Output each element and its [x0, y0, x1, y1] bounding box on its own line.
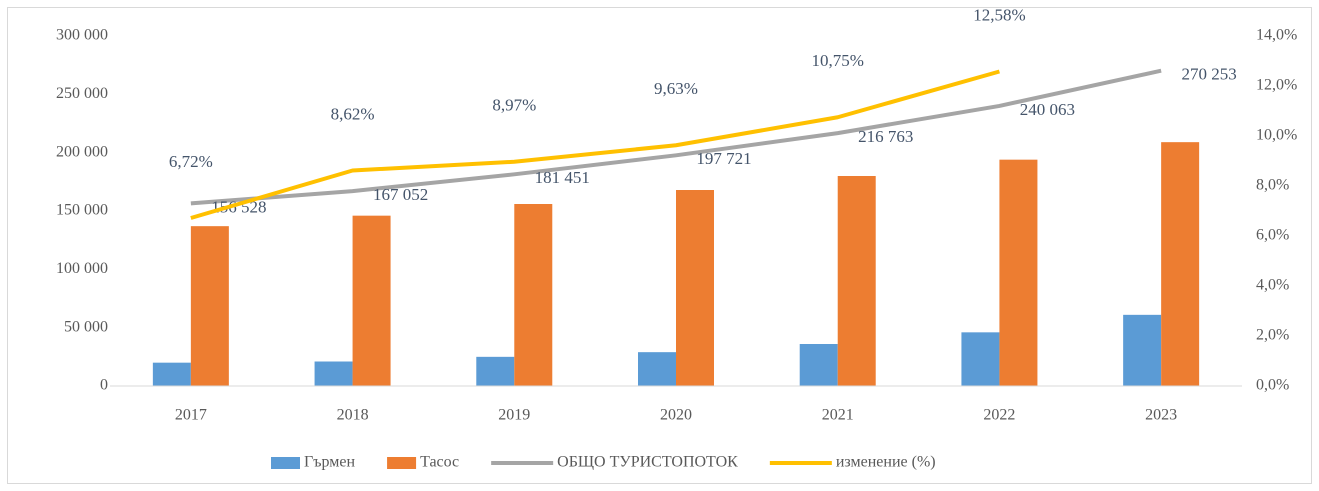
data-label: 12,58%	[973, 5, 1025, 24]
legend-swatch	[387, 457, 417, 469]
legend-label: изменение (%)	[836, 454, 936, 471]
data-label: 197 721	[696, 149, 751, 168]
data-label: 181 451	[535, 168, 590, 187]
legend-label: ОБЩО ТУРИСТОПОТОК	[557, 454, 738, 471]
data-label: 8,97%	[492, 96, 536, 115]
x-tick-label: 2018	[337, 407, 369, 424]
line	[190, 69, 1000, 220]
y-tick-label: 250 000	[56, 85, 108, 102]
bar	[1161, 142, 1200, 386]
data-label: 240 063	[1020, 100, 1075, 119]
y2-tick-label: 0,0%	[1256, 377, 1289, 394]
bar	[837, 176, 876, 386]
x-tick-label: 2020	[660, 407, 692, 424]
bar	[476, 356, 515, 386]
x-tick-label: 2022	[983, 407, 1015, 424]
bar	[799, 344, 838, 386]
data-label: 270 253	[1182, 65, 1237, 84]
bar	[638, 352, 676, 386]
y-tick-label: 0	[100, 377, 108, 394]
data-label: 8,62%	[331, 104, 375, 123]
data-label: 10,75%	[812, 51, 864, 70]
y-tick-label: 100 000	[56, 260, 108, 277]
bar	[152, 362, 191, 386]
y2-tick-label: 2,0%	[1256, 327, 1289, 344]
y2-tick-label: 4,0%	[1256, 277, 1289, 294]
bar	[190, 226, 229, 386]
data-label: 216 763	[858, 127, 913, 146]
legend-label: Гърмен	[304, 454, 356, 471]
bar	[314, 361, 353, 386]
data-label: 6,72%	[169, 152, 213, 171]
y-tick-label: 300 000	[56, 27, 108, 44]
y-tick-label: 200 000	[56, 143, 108, 160]
y2-tick-label: 8,0%	[1256, 177, 1289, 194]
bar	[1123, 314, 1162, 386]
bar	[961, 332, 1000, 386]
y-tick-label: 150 000	[56, 202, 108, 219]
bar	[676, 190, 714, 386]
bar	[999, 159, 1038, 386]
y2-tick-label: 6,0%	[1256, 227, 1289, 244]
bar	[352, 215, 391, 386]
y-tick-label: 50 000	[64, 318, 108, 335]
data-label: 9,63%	[654, 79, 698, 98]
y2-tick-label: 10,0%	[1256, 127, 1297, 144]
x-tick-label: 2017	[175, 407, 207, 424]
x-tick-label: 2023	[1145, 407, 1177, 424]
x-tick-label: 2019	[498, 407, 530, 424]
y2-tick-label: 12,0%	[1256, 77, 1297, 94]
x-tick-label: 2021	[822, 407, 854, 424]
legend-swatch	[271, 457, 300, 469]
legend-label: Тасос	[420, 454, 459, 471]
y2-tick-label: 14,0%	[1256, 27, 1297, 44]
line	[190, 68, 1162, 206]
data-label: 156 528	[211, 197, 266, 216]
data-label: 167 052	[373, 185, 428, 204]
bar	[514, 204, 553, 386]
